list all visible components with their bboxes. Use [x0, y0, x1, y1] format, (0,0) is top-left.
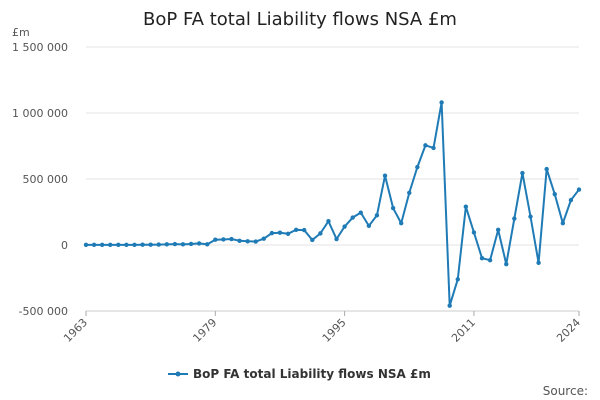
- data-point[interactable]: [148, 242, 153, 247]
- data-point[interactable]: [205, 242, 210, 247]
- data-point[interactable]: [172, 241, 178, 247]
- data-point[interactable]: [342, 224, 347, 229]
- data-point[interactable]: [318, 231, 323, 236]
- data-point[interactable]: [302, 227, 307, 233]
- data-point[interactable]: [528, 214, 533, 219]
- data-point[interactable]: [83, 242, 89, 248]
- y-tick-label: 1 500 000: [12, 41, 68, 54]
- data-point[interactable]: [552, 191, 557, 197]
- data-point[interactable]: [390, 205, 396, 211]
- data-point[interactable]: [415, 164, 420, 170]
- data-point[interactable]: [196, 241, 202, 246]
- legend-marker-swatch: [175, 371, 181, 377]
- data-point[interactable]: [124, 242, 129, 248]
- data-point[interactable]: [269, 230, 275, 236]
- data-point[interactable]: [487, 257, 493, 263]
- data-point[interactable]: [310, 237, 315, 243]
- data-point[interactable]: [156, 242, 161, 247]
- x-tick-label: 1979: [190, 316, 219, 345]
- data-point[interactable]: [512, 216, 517, 221]
- data-point[interactable]: [520, 170, 525, 176]
- data-point[interactable]: [245, 239, 250, 244]
- data-point[interactable]: [463, 204, 469, 209]
- data-point[interactable]: [253, 239, 258, 244]
- data-point[interactable]: [116, 242, 121, 248]
- data-point[interactable]: [229, 236, 234, 242]
- source-label[interactable]: Source:: [543, 384, 588, 398]
- data-point[interactable]: [180, 242, 186, 247]
- data-point[interactable]: [447, 303, 452, 308]
- data-point[interactable]: [99, 242, 105, 248]
- data-point[interactable]: [358, 210, 363, 215]
- data-point[interactable]: [285, 231, 291, 236]
- data-point[interactable]: [398, 221, 404, 226]
- data-point[interactable]: [213, 237, 218, 242]
- data-point[interactable]: [374, 213, 380, 218]
- data-point[interactable]: [495, 227, 501, 233]
- data-point[interactable]: [504, 261, 509, 267]
- data-point[interactable]: [568, 197, 574, 203]
- data-series: [83, 100, 582, 308]
- data-point[interactable]: [164, 242, 170, 247]
- data-point[interactable]: [293, 227, 299, 233]
- data-point[interactable]: [221, 237, 226, 242]
- data-point[interactable]: [479, 256, 485, 261]
- data-point[interactable]: [560, 221, 566, 226]
- data-point[interactable]: [455, 277, 460, 282]
- x-tick-label: 2024: [554, 316, 583, 345]
- legend-label: BoP FA total Liability flows NSA £m: [193, 367, 431, 381]
- data-point[interactable]: [188, 241, 194, 247]
- gridlines: [86, 46, 579, 312]
- data-point[interactable]: [431, 145, 436, 151]
- y-tick-label: 500 000: [23, 173, 69, 186]
- data-point[interactable]: [382, 173, 388, 178]
- data-point[interactable]: [366, 223, 372, 229]
- chart-title: BoP FA total Liability flows NSA £m: [143, 9, 457, 30]
- data-point[interactable]: [237, 238, 242, 243]
- data-point[interactable]: [536, 260, 541, 266]
- axes: -500 000 0 500 000 1 000 000 1 500 000 1963 19…: [12, 41, 583, 345]
- y-tick-label: 1 000 000: [12, 107, 68, 120]
- data-point[interactable]: [326, 219, 331, 224]
- data-point[interactable]: [471, 230, 477, 235]
- data-point[interactable]: [108, 242, 113, 248]
- data-point[interactable]: [140, 242, 145, 247]
- series-line[interactable]: [86, 101, 580, 307]
- data-point[interactable]: [407, 190, 412, 196]
- data-point[interactable]: [439, 100, 444, 105]
- y-tick-label: -500 000: [19, 305, 68, 318]
- data-point[interactable]: [544, 166, 549, 172]
- data-point[interactable]: [277, 230, 283, 235]
- x-tick-label: 2011: [449, 316, 478, 345]
- y-axis-unit-label: £m: [12, 26, 30, 39]
- y-tick-label: 0: [61, 239, 68, 252]
- data-point[interactable]: [261, 236, 267, 241]
- data-point[interactable]: [132, 242, 137, 248]
- data-point[interactable]: [576, 187, 582, 192]
- data-point[interactable]: [423, 143, 428, 148]
- data-point[interactable]: [350, 215, 355, 220]
- x-tick-label: 1995: [320, 316, 349, 345]
- data-point[interactable]: [334, 236, 339, 242]
- x-tick-label: 1963: [61, 316, 90, 345]
- data-point[interactable]: [91, 242, 97, 248]
- legend[interactable]: BoP FA total Liability flows NSA £m: [168, 367, 431, 381]
